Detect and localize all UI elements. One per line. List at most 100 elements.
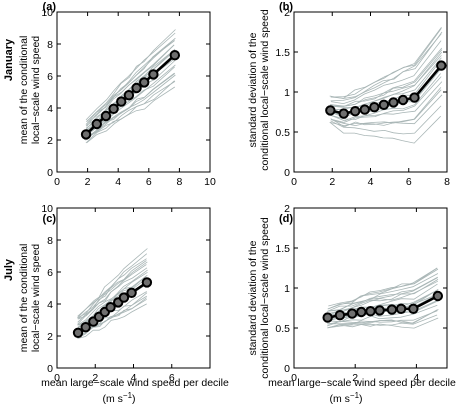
x-tick-label-b-0: 0 [291, 176, 297, 188]
ensemble-line-b-18 [330, 31, 443, 102]
ensemble-line-b-17 [330, 40, 442, 105]
ensemble-line-c-19 [77, 253, 148, 319]
ensemble-line-a-17 [85, 39, 175, 125]
ensemble-line-b-4 [330, 94, 443, 127]
mean-point-a-2 [100, 110, 112, 122]
y-tick-label-b-1: 0.5 [275, 127, 290, 139]
y-tick-label-c-2: 4 [47, 299, 53, 311]
ylabel-d-line2: conditional local−scale wind speed [259, 217, 271, 379]
y-tick-label-a-0: 0 [47, 167, 53, 179]
y-tick-label-c-4: 8 [47, 235, 53, 247]
x-tick-label-a-4: 8 [176, 176, 182, 188]
mean-point-a-9 [169, 50, 181, 61]
ensemble-line-d-15 [326, 279, 439, 315]
x-tick-label-b-4: 8 [444, 176, 450, 188]
mean-point-d-5 [374, 305, 385, 316]
ensemble-line-b-1 [330, 105, 442, 135]
x-tick-label-a-5: 10 [204, 176, 216, 188]
y-tick-label-d-4: 2 [284, 203, 290, 215]
y-tick-label-d-3: 1.5 [275, 243, 290, 255]
ensemble-line-d-5 [327, 304, 438, 325]
mean-point-c-8 [126, 287, 137, 298]
mean-point-b-2 [350, 106, 361, 117]
ensemble-line-b-20 [330, 28, 442, 98]
y-tick-label-b-4: 2 [284, 7, 290, 19]
ensemble-line-d-3 [327, 309, 438, 325]
ensemble-line-c-0 [77, 303, 147, 339]
ensemble-line-a-1 [85, 80, 175, 144]
y-tick-label-a-4: 8 [47, 39, 53, 51]
mean-point-a-7 [139, 77, 150, 88]
ensemble-line-d-13 [327, 280, 439, 317]
ylabel-b-line2: conditional local−scale wind speed [259, 9, 271, 171]
xlabel-right: mean large−scale wind speed per decile [268, 377, 456, 389]
panel-a: (a) mean of the conditional local−scale … [18, 1, 216, 188]
x-tick-label-b-3: 6 [406, 176, 412, 188]
ensemble-line-d-20 [327, 268, 439, 310]
ensemble-line-a-3 [85, 81, 176, 140]
panel-b: (b) standard deviation of the conditiona… [247, 1, 450, 188]
y-tick-label-c-3: 6 [47, 267, 53, 279]
panel-c: (c) mean of the conditional local−scale … [18, 203, 211, 384]
y-tick-label-a-1: 2 [47, 135, 53, 147]
ensemble-line-b-19 [330, 33, 442, 99]
mean-point-c-5 [105, 302, 116, 313]
mean-point-c-1 [80, 322, 91, 333]
y-tick-label-a-2: 4 [47, 103, 53, 115]
x-tick-label-a-3: 6 [146, 176, 152, 188]
mean-point-d-8 [408, 303, 419, 314]
mean-point-b-7 [397, 94, 409, 106]
ylabel-a-line2: local−scale wind speed [30, 36, 42, 144]
mean-point-b-3 [359, 104, 370, 115]
axes-frame-a [56, 11, 211, 173]
x-tick-label-b-2: 4 [368, 176, 374, 188]
panel-label-a: (a) [43, 1, 57, 13]
mean-point-a-8 [148, 69, 159, 80]
ensemble-line-b-6 [330, 73, 441, 122]
ensemble-group-d [326, 267, 439, 329]
x-tick-label-c-1: 2 [92, 372, 98, 384]
y-tick-label-d-1: 0.5 [275, 323, 290, 335]
mean-point-d-4 [365, 306, 376, 317]
mean-point-b-9 [436, 60, 447, 71]
ensemble-line-d-1 [327, 317, 439, 329]
mean-point-c-0 [72, 327, 84, 338]
row-label-january: January [3, 38, 15, 81]
ensemble-line-b-12 [330, 57, 442, 111]
mean-point-b-0 [325, 105, 336, 116]
y-tick-label-c-5: 10 [41, 203, 53, 215]
x-tick-label-d-2: 4 [413, 372, 419, 384]
row-label-july: July [3, 258, 15, 281]
x-tick-label-c-3: 6 [169, 372, 175, 384]
ensemble-line-c-16 [77, 264, 147, 323]
x-tick-label-c-0: 0 [54, 372, 60, 384]
y-tick-label-c-0: 0 [47, 363, 53, 375]
ensemble-line-d-21 [328, 267, 438, 307]
ensemble-line-b-15 [329, 47, 443, 107]
panel-d: (d) standard deviation of the conditiona… [247, 203, 448, 384]
mean-point-b-5 [378, 99, 390, 111]
ylabel-b-line1: standard deviation of the [247, 32, 259, 147]
xlabel-right-unit: (m s−1) [329, 391, 362, 405]
mean-point-d-6 [386, 304, 398, 315]
panel-label-b: (b) [279, 1, 293, 13]
x-tick-label-a-2: 4 [115, 176, 121, 188]
x-tick-label-d-1: 2 [352, 372, 358, 384]
x-tick-label-b-1: 2 [329, 176, 335, 188]
mean-point-b-1 [338, 108, 349, 119]
mean-point-b-4 [369, 102, 380, 113]
ensemble-line-a-20 [86, 40, 175, 122]
ensemble-line-b-0 [329, 115, 441, 144]
y-tick-label-d-2: 1 [284, 283, 290, 295]
ensemble-line-c-20 [77, 258, 147, 317]
mean-point-d-1 [334, 310, 346, 321]
y-tick-label-b-0: 0 [284, 167, 290, 179]
mean-point-a-4 [116, 96, 127, 107]
ensemble-line-c-14 [77, 271, 148, 326]
ensemble-line-d-19 [327, 267, 438, 310]
mean-point-d-0 [322, 312, 333, 323]
ensemble-line-d-17 [328, 276, 438, 312]
ensemble-line-b-13 [330, 51, 443, 108]
xlabel-left-unit: (m s−1) [102, 391, 135, 405]
